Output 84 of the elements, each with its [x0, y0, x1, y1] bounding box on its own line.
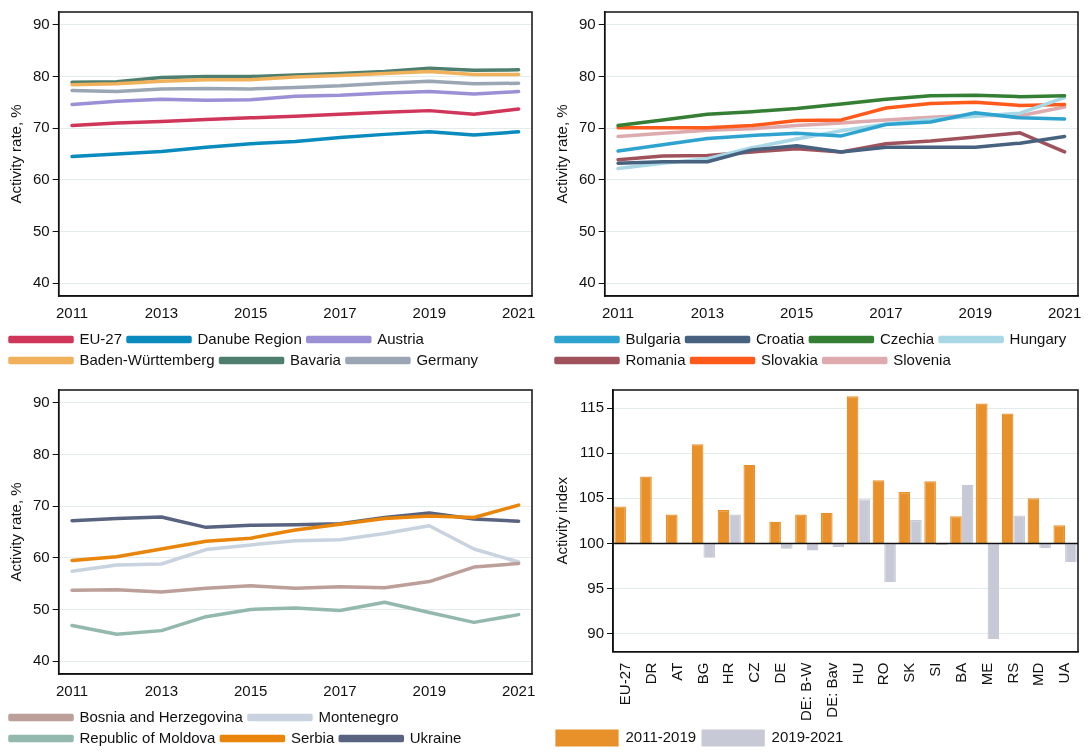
y-tick-label: 50 — [33, 599, 50, 617]
x-tick-label: ME — [977, 662, 995, 686]
x-tick-label: DE — [771, 662, 789, 684]
legend-label: Republic of Moldova — [79, 728, 217, 746]
x-tick-label: SI — [926, 662, 944, 677]
legend-label: 2011-2019 — [625, 728, 697, 746]
y-tick-label: 90 — [33, 15, 50, 33]
y-tick-label: 50 — [579, 221, 596, 239]
legend-label: Baden-Württemberg — [79, 350, 215, 368]
y-tick-label: 95 — [587, 578, 605, 596]
x-tick-label: 2021 — [501, 304, 536, 322]
x-tick-label: 2013 — [144, 682, 179, 700]
x-tick-label: CZ — [745, 662, 763, 683]
y-tick-label: 90 — [587, 623, 605, 641]
x-tick-label: AT — [667, 662, 685, 681]
legend-label: Slovenia — [893, 350, 952, 368]
y-tick-label: 80 — [579, 66, 596, 84]
x-tick-label: 2015 — [780, 304, 814, 322]
x-tick-label: 2011 — [55, 304, 89, 322]
y-tick-label: 40 — [33, 651, 50, 669]
x-tick-label: HR — [719, 662, 737, 685]
y-tick-label: 115 — [580, 398, 605, 416]
y-tick-label: 80 — [33, 66, 50, 84]
y-tick-label: 100 — [579, 533, 605, 551]
y-tick-label: 90 — [579, 15, 596, 33]
x-tick-label: 2015 — [234, 682, 268, 700]
x-tick-label: DE: B-W — [796, 661, 814, 722]
x-tick-label: DR — [641, 662, 659, 685]
x-tick-label: 2017 — [323, 304, 357, 322]
x-tick-label: 2019 — [958, 304, 992, 322]
y-axis-title: Activity index — [553, 476, 571, 565]
legend-label: Bosnia and Herzegovina — [79, 707, 244, 725]
x-tick-label: 2019 — [412, 682, 446, 700]
x-tick-label: DE: Bav — [822, 662, 840, 718]
x-tick-label: BG — [693, 662, 711, 685]
x-tick-label: 2021 — [1047, 304, 1082, 322]
x-tick-label: 2017 — [869, 304, 903, 322]
x-tick-label: 2017 — [323, 682, 357, 700]
x-tick-label: 2013 — [144, 304, 179, 322]
legend-label: Danube Region — [197, 329, 302, 347]
x-tick-label: 2019 — [412, 304, 446, 322]
x-tick-label: 2011 — [55, 682, 89, 700]
legend-label: Germany — [416, 350, 479, 368]
y-tick-label: 60 — [33, 169, 50, 187]
x-tick-label: 2015 — [234, 304, 268, 322]
x-tick-label: RS — [1003, 662, 1021, 684]
legend-label: Ukraine — [409, 728, 462, 746]
y-tick-label: 70 — [579, 118, 596, 136]
x-tick-label: SK — [900, 662, 918, 683]
y-axis-title: Activity rate, % — [553, 104, 571, 204]
y-tick-label: 70 — [33, 496, 50, 514]
x-tick-label: 2021 — [501, 682, 536, 700]
y-tick-label: 105 — [579, 488, 605, 506]
x-tick-label: RO — [874, 662, 892, 686]
legend-label: Serbia — [290, 728, 335, 746]
y-tick-label: 90 — [33, 393, 50, 411]
legend-label: Romania — [625, 350, 687, 368]
x-tick-label: 2013 — [690, 304, 725, 322]
y-tick-label: 110 — [580, 443, 605, 461]
legend-label: Austria — [377, 329, 425, 347]
y-tick-label: 40 — [33, 273, 50, 291]
x-tick-label: UA — [1055, 662, 1073, 684]
x-tick-label: EU-27 — [616, 662, 634, 706]
x-tick-label: HU — [848, 662, 866, 685]
legend-label: Hungary — [1009, 329, 1067, 347]
legend-label: Czechia — [879, 329, 935, 347]
legend-label: Montenegro — [318, 707, 399, 725]
y-tick-label: 60 — [579, 169, 596, 187]
legend-label: EU-27 — [79, 329, 123, 347]
x-tick-label: 2011 — [601, 304, 635, 322]
y-axis-title: Activity rate, % — [7, 104, 25, 204]
legend-label: Slovakia — [761, 350, 819, 368]
legend-label: 2019-2021 — [771, 728, 844, 746]
legend-label: Croatia — [756, 329, 806, 347]
y-tick-label: 80 — [33, 444, 50, 462]
x-tick-label: BA — [951, 662, 969, 683]
y-axis-title: Activity rate, % — [7, 482, 25, 582]
x-tick-label: MD — [1029, 662, 1047, 686]
y-tick-label: 70 — [33, 118, 50, 136]
y-tick-label: 40 — [579, 273, 596, 291]
legend-label: Bulgaria — [625, 329, 682, 347]
y-tick-label: 60 — [33, 547, 50, 565]
legend-label: Bavaria — [290, 350, 342, 368]
y-tick-label: 50 — [33, 221, 50, 239]
